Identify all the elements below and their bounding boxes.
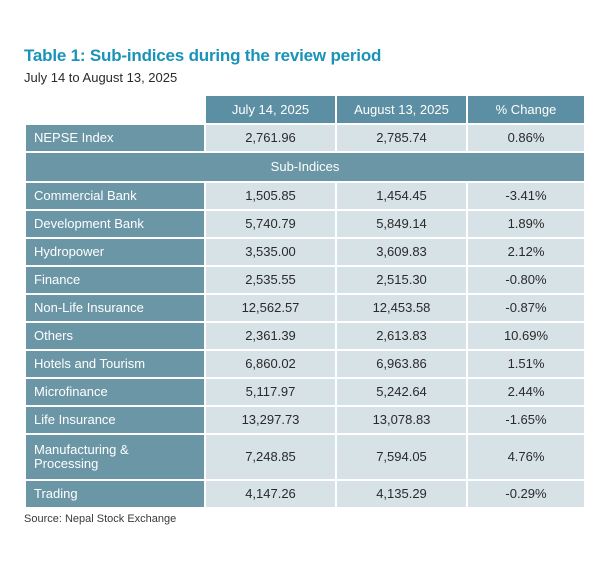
header-change: % Change: [466, 94, 586, 125]
august-value: 2,515.30: [335, 265, 468, 295]
header-august: August 13, 2025: [335, 94, 468, 125]
row-label: Trading: [24, 479, 206, 509]
july-value: 2,535.55: [204, 265, 337, 295]
change-value: 4.76%: [466, 433, 586, 481]
july-value: 13,297.73: [204, 405, 337, 435]
nepse-row: NEPSE Index 2,761.96 2,785.74 0.86%: [24, 123, 586, 153]
change-value: -0.87%: [466, 293, 586, 323]
row-label: Commercial Bank: [24, 181, 206, 211]
august-value: 5,849.14: [335, 209, 468, 239]
table-row: Hotels and Tourism 6,860.02 6,963.86 1.51%: [24, 349, 586, 379]
table-row: Non-Life Insurance 12,562.57 12,453.58 -0.8…: [24, 293, 586, 323]
section-label: Sub-Indices: [24, 151, 586, 183]
august-value: 4,135.29: [335, 479, 468, 509]
source-note: Source: Nepal Stock Exchange: [24, 513, 177, 525]
row-label: Life Insurance: [24, 405, 206, 435]
row-label: Hydropower: [24, 237, 206, 267]
august-value: 2,613.83: [335, 321, 468, 351]
table-row: Microfinance 5,117.97 5,242.64 2.44%: [24, 377, 586, 407]
change-value: -3.41%: [466, 181, 586, 211]
table-row: Life Insurance 13,297.73 13,078.83 -1.65%: [24, 405, 586, 435]
sub-indices-table: July 14, 2025 August 13, 2025 % Change N…: [24, 94, 586, 509]
header-row: July 14, 2025 August 13, 2025 % Change: [24, 94, 586, 125]
august-value: 13,078.83: [335, 405, 468, 435]
july-value: 3,535.00: [204, 237, 337, 267]
table-row: Manufacturing & Processing 7,248.85 7,594.…: [24, 433, 586, 481]
row-label: Development Bank: [24, 209, 206, 239]
change-value: 1.51%: [466, 349, 586, 379]
july-value: 12,562.57: [204, 293, 337, 323]
table-figure: Table 1: Sub-indices during the review p…: [24, 46, 586, 525]
row-label: Non-Life Insurance: [24, 293, 206, 323]
august-value: 7,594.05: [335, 433, 468, 481]
row-label: Microfinance: [24, 377, 206, 407]
change-value: -0.29%: [466, 479, 586, 509]
change-value: -1.65%: [466, 405, 586, 435]
table-row: Trading 4,147.26 4,135.29 -0.29%: [24, 479, 586, 509]
row-label: NEPSE Index: [24, 123, 206, 153]
row-label: Hotels and Tourism: [24, 349, 206, 379]
table-row: Finance 2,535.55 2,515.30 -0.80%: [24, 265, 586, 295]
row-label: Manufacturing & Processing: [24, 433, 206, 481]
header-blank-cell: [24, 94, 206, 125]
july-value: 5,740.79: [204, 209, 337, 239]
july-value: 6,860.02: [204, 349, 337, 379]
august-value: 5,242.64: [335, 377, 468, 407]
row-label: Finance: [24, 265, 206, 295]
july-value: 5,117.97: [204, 377, 337, 407]
table-row: Others 2,361.39 2,613.83 10.69%: [24, 321, 586, 351]
change-value: 0.86%: [466, 123, 586, 153]
july-value: 4,147.26: [204, 479, 337, 509]
august-value: 6,963.86: [335, 349, 468, 379]
table-row: Development Bank 5,740.79 5,849.14 1.89%: [24, 209, 586, 239]
change-value: 2.12%: [466, 237, 586, 267]
header-july: July 14, 2025: [204, 94, 337, 125]
august-value: 3,609.83: [335, 237, 468, 267]
change-value: 10.69%: [466, 321, 586, 351]
august-value: 2,785.74: [335, 123, 468, 153]
july-value: 1,505.85: [204, 181, 337, 211]
change-value: 1.89%: [466, 209, 586, 239]
table-subtitle: July 14 to August 13, 2025: [24, 70, 178, 85]
table-row: Hydropower 3,535.00 3,609.83 2.12%: [24, 237, 586, 267]
august-value: 12,453.58: [335, 293, 468, 323]
change-value: 2.44%: [466, 377, 586, 407]
row-label: Others: [24, 321, 206, 351]
table-row: Commercial Bank 1,505.85 1,454.45 -3.41%: [24, 181, 586, 211]
table-title: Table 1: Sub-indices during the review p…: [24, 46, 382, 65]
july-value: 7,248.85: [204, 433, 337, 481]
july-value: 2,361.39: [204, 321, 337, 351]
change-value: -0.80%: [466, 265, 586, 295]
august-value: 1,454.45: [335, 181, 468, 211]
section-row: Sub-Indices: [24, 151, 586, 183]
july-value: 2,761.96: [204, 123, 337, 153]
